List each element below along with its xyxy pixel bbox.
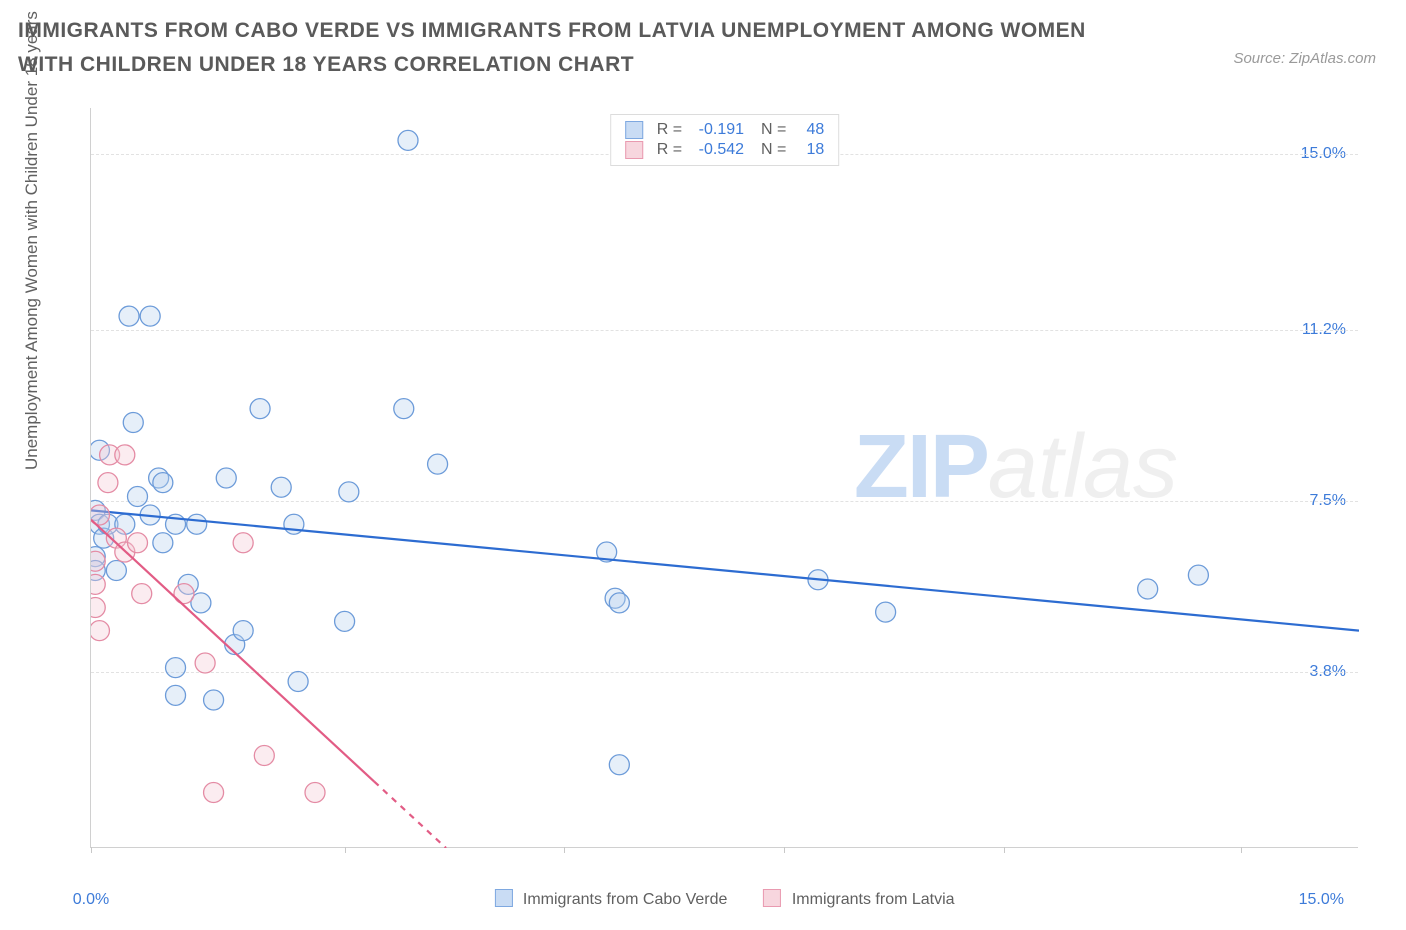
data-point xyxy=(1138,579,1158,599)
legend-row-a: R = -0.191 N = 48 xyxy=(625,121,825,139)
legend-b-label: Immigrants from Latvia xyxy=(792,891,955,908)
data-point xyxy=(335,611,355,631)
data-point xyxy=(91,551,105,571)
data-point xyxy=(166,658,186,678)
legend-row-b: R = -0.542 N = 18 xyxy=(625,141,825,159)
trend-line xyxy=(91,510,1359,630)
data-point xyxy=(305,783,325,803)
data-point xyxy=(254,746,274,766)
data-point xyxy=(127,533,147,553)
data-point xyxy=(91,574,105,594)
data-point xyxy=(132,584,152,604)
data-point xyxy=(98,473,118,493)
data-point xyxy=(204,690,224,710)
data-point xyxy=(115,445,135,465)
swatch-blue-icon xyxy=(625,121,643,139)
data-point xyxy=(119,306,139,326)
data-point xyxy=(1188,565,1208,585)
data-point xyxy=(609,593,629,613)
chart-container: ZIPatlas 3.8% 7.5% 11.2% 15.0% 0.0% 15.0… xyxy=(60,108,1360,848)
data-point xyxy=(127,487,147,507)
x-tick-max: 15.0% xyxy=(1299,891,1344,909)
legend-r-text: R = xyxy=(657,121,682,139)
data-point xyxy=(106,561,126,581)
data-point xyxy=(216,468,236,488)
correlation-legend: R = -0.191 N = 48 R = -0.542 N = 18 xyxy=(610,114,840,166)
data-point xyxy=(398,130,418,150)
data-point xyxy=(233,533,253,553)
legend-item-b: Immigrants from Latvia xyxy=(763,889,954,909)
swatch-pink-icon xyxy=(763,889,781,907)
data-point xyxy=(250,399,270,419)
data-point xyxy=(394,399,414,419)
data-point xyxy=(204,783,224,803)
legend-a-label: Immigrants from Cabo Verde xyxy=(523,891,728,908)
data-point xyxy=(288,672,308,692)
data-point xyxy=(233,621,253,641)
legend-n-a: 48 xyxy=(794,121,824,139)
source-attribution: Source: ZipAtlas.com xyxy=(1233,50,1376,67)
data-point xyxy=(195,653,215,673)
legend-item-a: Immigrants from Cabo Verde xyxy=(494,889,727,909)
data-point xyxy=(166,685,186,705)
data-point xyxy=(428,454,448,474)
legend-r-text: R = xyxy=(657,141,682,159)
swatch-blue-icon xyxy=(494,889,512,907)
legend-r-b: -0.542 xyxy=(690,141,744,159)
y-axis-label: Unemployment Among Women with Children U… xyxy=(22,11,42,470)
series-legend: Immigrants from Cabo Verde Immigrants fr… xyxy=(494,889,954,909)
legend-n-text: N = xyxy=(752,141,786,159)
data-point xyxy=(609,755,629,775)
page-title: IMMIGRANTS FROM CABO VERDE VS IMMIGRANTS… xyxy=(18,14,1118,81)
scatter-svg xyxy=(91,108,1359,848)
legend-r-a: -0.191 xyxy=(690,121,744,139)
swatch-pink-icon xyxy=(625,141,643,159)
data-point xyxy=(140,306,160,326)
legend-n-text: N = xyxy=(752,121,786,139)
data-point xyxy=(271,477,291,497)
data-point xyxy=(187,514,207,534)
trend-line-dashed xyxy=(374,782,446,848)
data-point xyxy=(339,482,359,502)
plot-area: ZIPatlas 3.8% 7.5% 11.2% 15.0% 0.0% 15.0… xyxy=(90,108,1358,848)
x-tick-min: 0.0% xyxy=(73,891,109,909)
data-point xyxy=(876,602,896,622)
data-point xyxy=(91,621,109,641)
legend-n-b: 18 xyxy=(794,141,824,159)
data-point xyxy=(153,473,173,493)
trend-line xyxy=(91,520,374,782)
data-point xyxy=(123,413,143,433)
data-point xyxy=(153,533,173,553)
data-point xyxy=(91,598,105,618)
